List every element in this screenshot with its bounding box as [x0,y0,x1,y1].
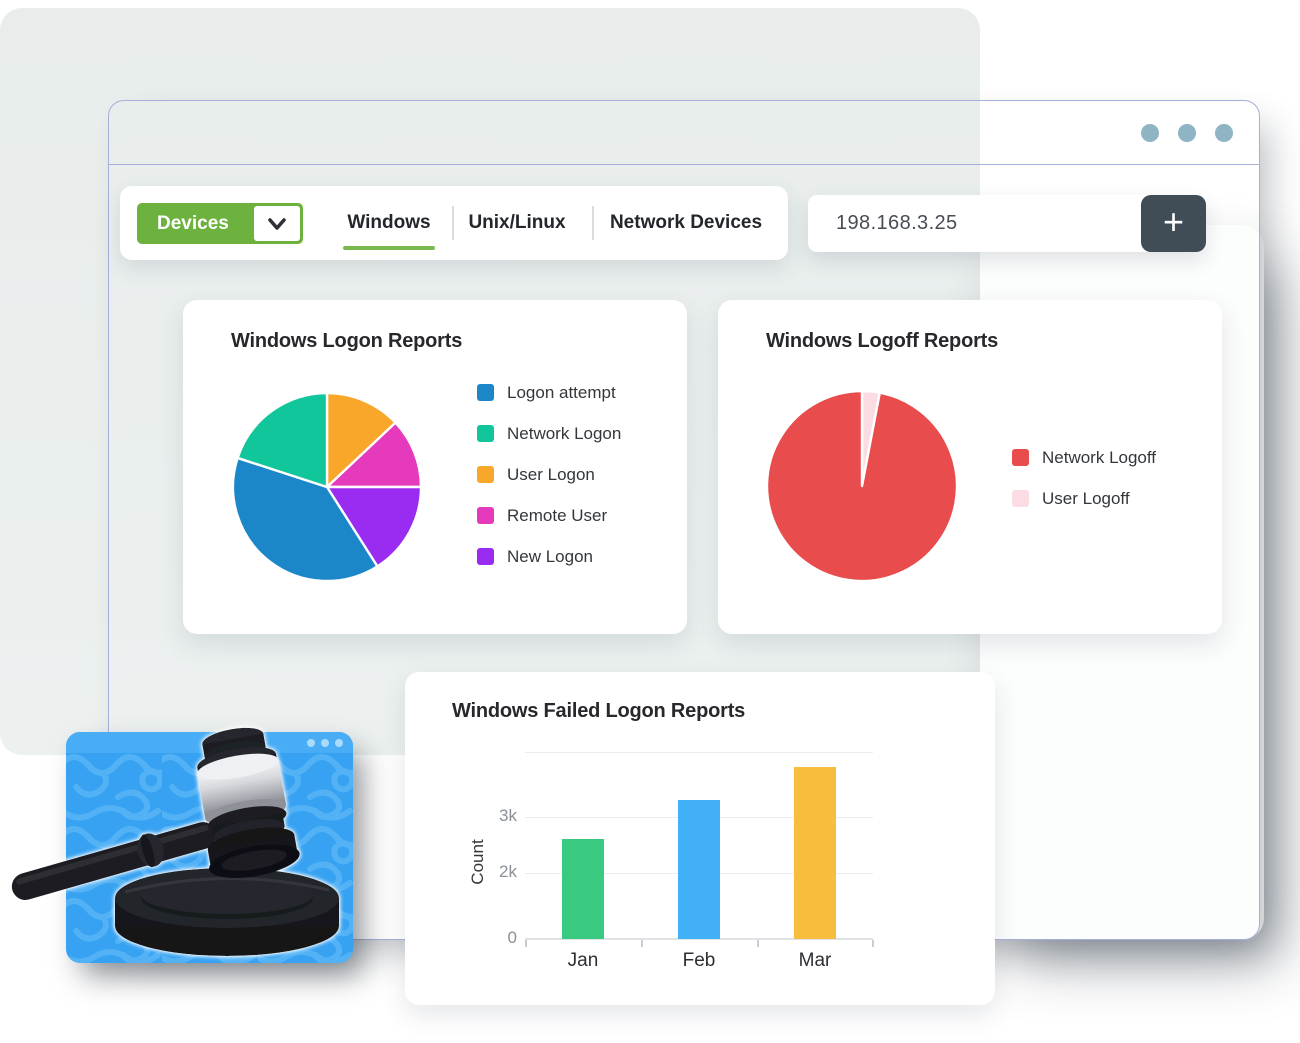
device-toolbar: Devices Windows Unix/Linux Network Devic… [120,186,788,260]
ip-address-input[interactable]: 198.168.3.25 [836,212,958,234]
legend-label: Remote User [507,505,608,525]
y-tick-2k: 2k [499,862,517,881]
legend-swatch [1012,490,1029,507]
x-tick-jan: Jan [567,950,599,971]
active-tab-underline [343,246,435,250]
legend-label: New Logon [507,546,594,566]
window-dot-icon [307,738,315,747]
tab-separator [592,206,594,240]
legend-item-user-logoff: User Logoff [1012,478,1156,519]
tab-unix-linux[interactable]: Unix/Linux [468,212,566,233]
devices-label: Devices [157,213,229,234]
tab-windows[interactable]: Windows [347,212,431,233]
x-tick-mark [757,940,759,947]
card-title: Windows Failed Logon Reports [452,700,746,722]
windows-failed-logon-reports-card: Windows Failed Logon Reports Count 0 2k 3k… [405,672,995,1005]
pie-slice-network-logoff [765,389,959,583]
legend-swatch [477,384,494,401]
add-device-bar: 198.168.3.25 + [808,195,1206,252]
legend: Network Logoff User Logoff [1012,437,1156,519]
window-menu-dot[interactable] [1215,123,1233,142]
bar-mar [794,767,836,939]
logon-pie-chart [227,387,427,587]
x-tick-mark [872,940,874,947]
x-axis-line [525,938,873,940]
legend-swatch [477,507,494,524]
media-window-titlebar [66,732,353,753]
pie-slice-new-logon [325,485,423,568]
legend-label: Logon attempt [507,382,616,402]
browser-titlebar [109,101,1259,165]
legend-label: User Logoff [1042,488,1130,508]
pie-slice-network-logon [236,391,329,489]
devices-dropdown[interactable]: Devices [137,203,303,244]
legend-item-logon-attempt: Logon attempt [477,372,621,413]
pie-slice-remote-user [325,421,423,489]
legend-label: User Logon [507,464,595,484]
bar-feb [678,800,720,939]
card-title: Windows Logon Reports [231,330,463,352]
window-menu-dot[interactable] [1178,123,1196,142]
add-device-button[interactable]: + [1141,195,1206,252]
plus-icon: + [1162,201,1185,242]
windows-logoff-reports-card: Windows Logoff Reports Network Logoff Use… [718,300,1222,634]
legend-swatch [477,548,494,565]
x-tick-mark [525,940,527,947]
legend-item-remote-user: Remote User [477,495,621,536]
logoff-pie-chart [762,386,962,586]
legend-swatch [477,466,494,483]
legend-label: Network Logon [507,423,622,443]
legend-item-network-logon: Network Logon [477,413,621,454]
tab-separator [452,206,454,240]
failed-logon-bar-chart [525,752,874,947]
window-menu-dot[interactable] [1141,123,1159,142]
tab-network-devices[interactable]: Network Devices [609,212,763,233]
y-tick-0: 0 [507,928,517,947]
legend-swatch [477,425,494,442]
legend: Logon attempt Network Logon User Logon Remo… [477,372,621,577]
pie-slice-user-logon [325,391,397,489]
maze-pattern [66,753,353,963]
legend-item-new-logon: New Logon [477,536,621,577]
card-title: Windows Logoff Reports [766,330,999,352]
chevron-down-icon [254,206,300,241]
x-tick-mar: Mar [798,950,832,971]
bar-jan [562,839,604,939]
windows-logon-reports-card: Windows Logon Reports Logon attempt Netwo… [183,300,687,634]
window-dot-icon [335,738,343,747]
legend-label: Network Logoff [1042,447,1157,467]
pie-slice-logon-attempt [231,456,379,583]
x-tick-mark [641,940,643,947]
legend-swatch [1012,449,1029,466]
y-tick-3k: 3k [499,806,517,825]
x-tick-feb: Feb [682,950,716,971]
window-dot-icon [321,738,329,747]
legend-item-user-logon: User Logon [477,454,621,495]
legend-item-network-logoff: Network Logoff [1012,437,1156,478]
media-window [66,732,353,963]
